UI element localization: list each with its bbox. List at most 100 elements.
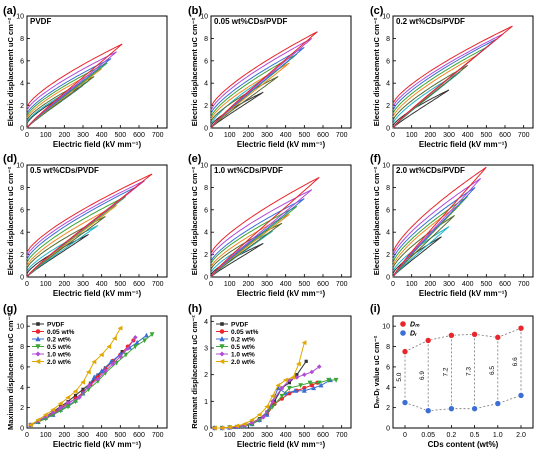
- difference-annotation: 5.0: [396, 372, 403, 381]
- hysteresis-loop: [392, 186, 476, 278]
- chart-d: 0 100 200 300 400 500 600 700 0 2 4 6 8 10 Electric fi…: [6, 163, 168, 298]
- data-point: [279, 393, 285, 399]
- panel-title-b: 0.05 wt%CDs/PVDF: [214, 17, 287, 26]
- x-tick-label: 100: [224, 281, 236, 288]
- panel-label-a: (a): [3, 5, 17, 17]
- data-point: [448, 332, 455, 339]
- chart-e: 0 100 200 300 400 500 600 700 0 2 4 6 8 10 Electric fi…: [190, 163, 352, 298]
- y-tick-label: 0: [20, 126, 24, 133]
- hysteresis-loop: [210, 213, 290, 278]
- data-point: [286, 385, 292, 391]
- x-axis-label: Electric field (kV mm⁻¹): [237, 440, 326, 449]
- hysteresis-loop: [210, 205, 298, 278]
- legend-label: PVDF: [231, 322, 248, 329]
- x-tick-label: 400: [462, 132, 474, 139]
- x-tick-label: 300: [443, 281, 455, 288]
- data-point: [86, 383, 91, 389]
- y-axis-label: Electric displacement uC cm⁻²: [6, 17, 15, 126]
- data-point: [123, 352, 129, 358]
- y-tick-label: 2: [386, 405, 390, 412]
- series-line: [214, 379, 337, 429]
- data-point: [424, 337, 432, 344]
- hysteresis-loop: [26, 173, 153, 278]
- y-tick-label: 4: [386, 230, 390, 237]
- legend-marker: [400, 330, 406, 336]
- data-point: [304, 359, 308, 363]
- difference-annotation: 6.9: [419, 371, 426, 380]
- x-tick-label: 700: [152, 132, 164, 139]
- x-axis-label: Electric field (kV mm⁻¹): [419, 140, 508, 149]
- x-tick-label: 700: [152, 281, 164, 288]
- hysteresis-loop: [26, 51, 117, 129]
- data-point: [287, 381, 291, 385]
- data-point: [401, 348, 409, 355]
- data-point: [149, 332, 155, 338]
- data-point: [212, 425, 217, 431]
- difference-annotation: 6.5: [489, 366, 496, 375]
- x-tick-label: 0: [25, 132, 29, 139]
- legend-label: 0.05 wt%: [231, 329, 259, 336]
- legend-label: Dₘ: [410, 322, 420, 329]
- data-point: [50, 410, 56, 416]
- plot-frame: [26, 164, 168, 278]
- y-tick-label: 4: [20, 385, 24, 392]
- x-tick-label: 600: [317, 132, 329, 139]
- data-point: [28, 422, 33, 428]
- legend-marker: [219, 329, 225, 334]
- y-tick-label: 0: [386, 275, 390, 282]
- y-tick-label: 0: [204, 275, 208, 282]
- panel-label-b: (b): [188, 5, 202, 17]
- data-point: [73, 399, 78, 405]
- data-point: [65, 400, 71, 405]
- x-tick-label: 100: [40, 432, 52, 439]
- y-tick-label: 0: [204, 426, 208, 433]
- data-point: [307, 380, 313, 386]
- data-point: [91, 374, 97, 380]
- x-axis-label: Electric field (kV mm⁻¹): [237, 289, 326, 298]
- y-tick-label: 4: [386, 385, 390, 392]
- x-tick-label: 0: [25, 432, 29, 439]
- y-tick-label: 1: [204, 399, 208, 406]
- x-tick-label: 400: [96, 132, 108, 139]
- y-axis-label: Remnant displacement uC cm⁻²: [190, 315, 199, 429]
- y-tick-label: 3: [204, 346, 208, 353]
- x-tick-label: 500: [114, 132, 126, 139]
- data-point: [471, 405, 478, 412]
- y-tick-label: 2: [204, 372, 208, 379]
- data-point: [282, 377, 288, 383]
- x-tick-label: 400: [280, 432, 292, 439]
- hysteresis-loop: [392, 166, 487, 278]
- x-tick-label: 600: [499, 132, 511, 139]
- data-point: [73, 393, 78, 398]
- x-tick-label: 700: [336, 281, 348, 288]
- data-point: [35, 417, 41, 423]
- data-point: [110, 361, 116, 367]
- x-tick-label: 200: [58, 281, 70, 288]
- x-axis-label: Electric field (kV mm⁻¹): [53, 140, 142, 149]
- data-point: [50, 407, 56, 413]
- hysteresis-loop: [26, 204, 117, 278]
- y-tick-label: 4: [20, 230, 24, 237]
- data-point: [260, 415, 266, 420]
- y-tick-label: 2: [204, 252, 208, 259]
- y-tick-label: 10: [16, 163, 24, 170]
- y-tick-label: 10: [382, 163, 390, 170]
- legend-marker: [219, 351, 225, 357]
- data-point: [270, 399, 275, 404]
- data-point: [120, 350, 124, 354]
- y-axis-label: Electric displacement uC cm⁻²: [372, 17, 381, 126]
- difference-annotation: 7.2: [442, 367, 449, 376]
- x-tick-label: 200: [242, 432, 254, 439]
- y-tick-label: 2: [20, 252, 24, 259]
- hysteresis-loop: [26, 76, 95, 129]
- data-point: [471, 331, 478, 338]
- hysteresis-loop: [392, 64, 469, 129]
- hysteresis-loop: [26, 195, 127, 278]
- x-tick-label: 600: [317, 432, 329, 439]
- data-point: [294, 375, 300, 380]
- hysteresis-loop: [210, 198, 305, 278]
- hysteresis-loop: [210, 222, 283, 278]
- data-point: [494, 334, 502, 341]
- panel-label-i: (i): [370, 303, 381, 315]
